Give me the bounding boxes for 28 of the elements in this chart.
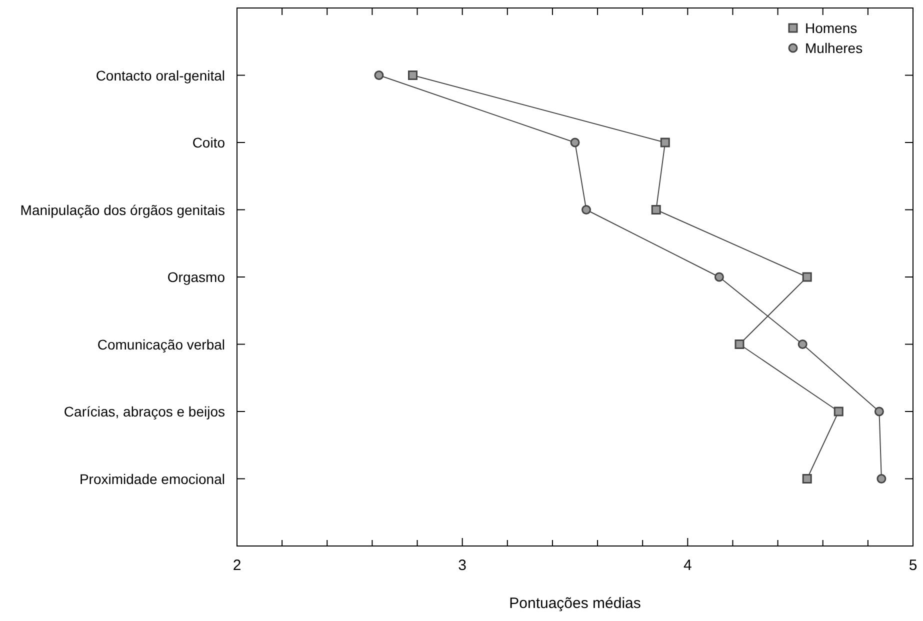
y-tick-label: Proximidade emocional: [79, 470, 225, 487]
point: [651, 205, 661, 214]
y-tick-label: Manipulação dos órgãos genitais: [20, 202, 225, 218]
point: [798, 340, 808, 349]
point: [734, 340, 744, 349]
x-axis-title: Pontuações médias: [509, 595, 641, 612]
point: [876, 474, 886, 484]
y-tick-label: Coito: [192, 134, 226, 150]
point: [570, 138, 580, 148]
point: [802, 272, 812, 282]
point: [714, 272, 724, 282]
y-tick-label: Contacto oral-genital: [96, 67, 225, 84]
x-tick-label: 5: [908, 557, 918, 574]
y-tick-label: Orgasmo: [167, 269, 226, 285]
point: [834, 406, 844, 416]
x-tick-label: 2: [232, 557, 242, 574]
legend-label: Homens: [805, 20, 858, 36]
point: [374, 70, 384, 80]
point: [874, 406, 884, 416]
x-tick-label: 3: [458, 557, 467, 574]
point: [802, 474, 812, 484]
point: [660, 138, 670, 148]
point: [582, 205, 592, 214]
x-tick-label: 4: [683, 557, 692, 574]
legend-label: Mulheres: [805, 40, 863, 56]
y-tick-label: Comunicação verbal: [97, 336, 225, 352]
point: [408, 70, 418, 80]
y-tick-label: Carícias, abraços e beijos: [64, 404, 225, 420]
